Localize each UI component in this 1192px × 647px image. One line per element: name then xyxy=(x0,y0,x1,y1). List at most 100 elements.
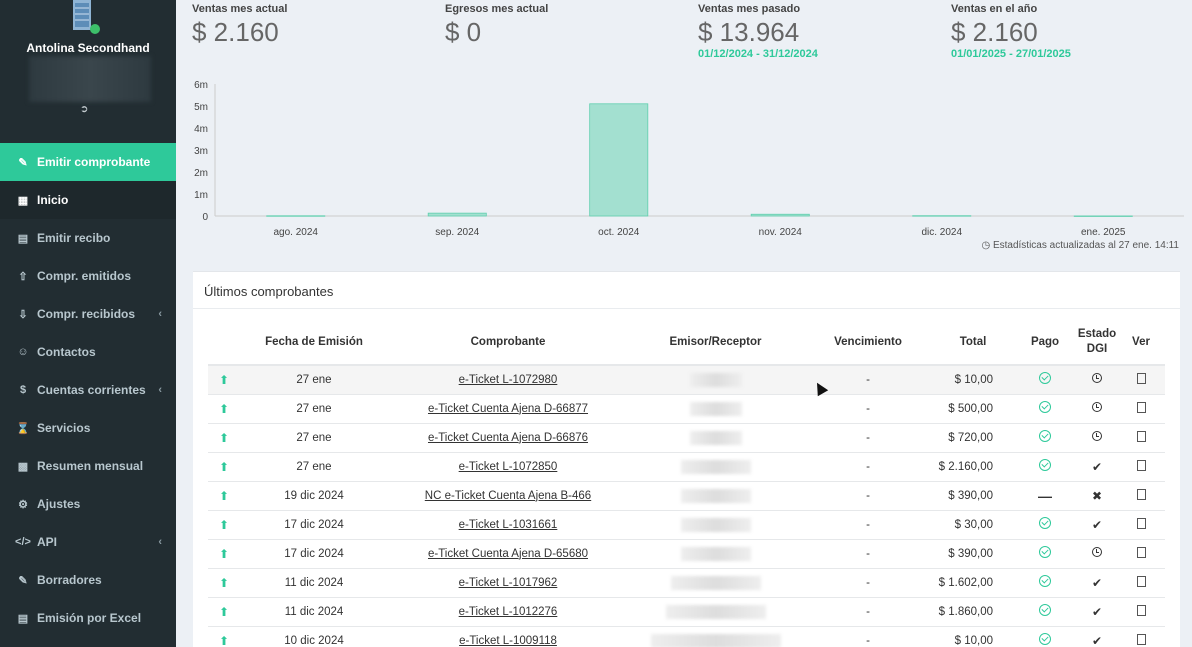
sidebar-item-servicios[interactable]: ⌛ Servicios xyxy=(0,409,176,447)
sidebar-item-inicio[interactable]: ▦ Inicio xyxy=(0,181,176,219)
view-cell[interactable] xyxy=(1117,394,1165,424)
y-tick-label: 0 xyxy=(202,212,208,223)
table-row[interactable]: ⬆ 27 ene e-Ticket L-1072980 - $ 10,00 xyxy=(208,365,1165,395)
table-row[interactable]: ⬆ 27 ene e-Ticket Cuenta Ajena D-66877 - $ 5… xyxy=(208,394,1165,424)
sidebar-item-label: API xyxy=(37,535,58,549)
table-row[interactable]: ⬆ 11 dic 2024 e-Ticket L-1017962 - $ 1.602,0… xyxy=(208,568,1165,598)
paid-check-icon xyxy=(1039,401,1051,413)
paid-check-icon xyxy=(1039,546,1051,558)
total-cell: $ 10,00 xyxy=(933,626,1013,647)
table-header-row: Fecha de Emisión Comprobante Emisor/Recept… xyxy=(208,320,1165,366)
direction-cell: ⬆ xyxy=(208,452,240,482)
view-cell[interactable] xyxy=(1117,452,1165,482)
view-document-icon[interactable] xyxy=(1136,604,1146,616)
view-cell[interactable] xyxy=(1117,423,1165,453)
payment-status-cell xyxy=(1013,452,1077,482)
direction-cell: ⬆ xyxy=(208,597,240,627)
receipt-link[interactable]: e-Ticket Cuenta Ajena D-66877 xyxy=(427,402,589,415)
column-header: Emisor/Receptor xyxy=(628,320,803,366)
column-header: Ver xyxy=(1117,320,1165,366)
sidebar-item-borradores[interactable]: ✎ Borradores xyxy=(0,561,176,599)
bar-sep-2024[interactable] xyxy=(427,212,487,217)
sidebar-item-emisi-n-por-excel[interactable]: ▤ Emisión por Excel xyxy=(0,599,176,637)
table-row[interactable]: ⬆ 27 ene e-Ticket Cuenta Ajena D-66876 - $ 7… xyxy=(208,423,1165,453)
sidebar-item-compr-emitidos[interactable]: ⇧ Compr. emitidos xyxy=(0,257,176,295)
receipt-link[interactable]: e-Ticket L-1072850 xyxy=(458,460,558,473)
receipt-link[interactable]: e-Ticket Cuenta Ajena D-65680 xyxy=(427,547,589,560)
view-cell[interactable] xyxy=(1117,510,1165,540)
sidebar-item-emitir-recibo[interactable]: ▤ Emitir recibo xyxy=(0,219,176,257)
sign-out-icon[interactable]: ➲ xyxy=(80,104,89,115)
y-tick-label: 2m xyxy=(194,168,208,179)
column-header: Estado DGI xyxy=(1077,320,1117,366)
view-cell[interactable] xyxy=(1117,539,1165,569)
receipt-link[interactable]: e-Ticket L-1072980 xyxy=(458,373,558,386)
counterparty-cell xyxy=(628,394,803,424)
receipt-link[interactable]: e-Ticket Cuenta Ajena D-66876 xyxy=(427,431,589,444)
clock-icon: ◷ xyxy=(981,240,991,251)
view-cell[interactable] xyxy=(1117,365,1165,395)
view-cell[interactable] xyxy=(1117,481,1165,511)
date-cell: 17 dic 2024 xyxy=(240,510,388,540)
sidebar-item-compr-recibidos[interactable]: ⇩ Compr. recibidos ‹ xyxy=(0,295,176,333)
receipt-cell: e-Ticket L-1031661 xyxy=(388,510,628,540)
column-header xyxy=(208,320,240,366)
upload-icon: ⬆ xyxy=(218,575,230,590)
x-tick-label: oct. 2024 xyxy=(598,227,640,238)
dgi-status-cell: ✔ xyxy=(1077,568,1117,598)
recent-receipts-panel: Últimos comprobantes Fecha de Emisión Com… xyxy=(193,271,1180,647)
table-row[interactable]: ⬆ 10 dic 2024 e-Ticket L-1009118 - $ 10,00 ✔ xyxy=(208,626,1165,647)
date-cell: 27 ene xyxy=(240,394,388,424)
total-cell: $ 500,00 xyxy=(933,394,1013,424)
sidebar-item-ajustes[interactable]: ⚙ Ajustes xyxy=(0,485,176,523)
bar-oct-2024[interactable] xyxy=(589,103,649,217)
table-row[interactable]: ⬆ 17 dic 2024 e-Ticket L-1031661 - $ 30,00 ✔ xyxy=(208,510,1165,540)
receipt-link[interactable]: e-Ticket L-1009118 xyxy=(459,634,557,647)
pencil-icon: ✎ xyxy=(18,574,28,587)
date-cell: 19 dic 2024 xyxy=(240,481,388,511)
direction-cell: ⬆ xyxy=(208,626,240,647)
paid-check-icon xyxy=(1039,372,1051,385)
view-cell[interactable] xyxy=(1117,568,1165,598)
sidebar-item-resumen-mensual[interactable]: ▩ Resumen mensual xyxy=(0,447,176,485)
sidebar-item-cuentas-corrientes[interactable]: $ Cuentas corrientes ‹ xyxy=(0,371,176,409)
code-icon: </> xyxy=(15,536,31,548)
receipt-link[interactable]: NC e-Ticket Cuenta Ajena B-466 xyxy=(424,489,592,502)
sidebar-item-label: Resumen mensual xyxy=(37,459,144,473)
view-document-icon[interactable] xyxy=(1136,459,1146,471)
check-icon: ✔ xyxy=(1091,633,1103,647)
bar-dic-2024[interactable] xyxy=(912,215,972,217)
receipt-link[interactable]: e-Ticket L-1031661 xyxy=(458,518,558,531)
table-row[interactable]: ⬆ 11 dic 2024 e-Ticket L-1012276 - $ 1.860,0… xyxy=(208,597,1165,627)
upload-icon: ⬆ xyxy=(218,401,230,416)
view-cell[interactable] xyxy=(1117,626,1165,647)
receipt-link[interactable]: e-Ticket L-1012276 xyxy=(458,605,558,618)
view-document-icon[interactable] xyxy=(1136,430,1146,442)
sidebar-item-emitir-comprobante[interactable]: ✎ Emitir comprobante xyxy=(0,143,176,181)
table-row[interactable]: ⬆ 19 dic 2024 NC e-Ticket Cuenta Ajena B-4… xyxy=(208,481,1165,511)
table-row[interactable]: ⬆ 27 ene e-Ticket L-1072850 - $ 2.160,00 ✔ xyxy=(208,452,1165,482)
receipt-link[interactable]: e-Ticket L-1017962 xyxy=(458,576,558,589)
bar-nov-2024[interactable] xyxy=(750,213,810,217)
receipt-cell: e-Ticket L-1017962 xyxy=(388,568,628,598)
stat-value: $ 2.160 xyxy=(951,17,1038,47)
view-document-icon[interactable] xyxy=(1136,575,1146,587)
view-cell[interactable] xyxy=(1117,597,1165,627)
redacted-name xyxy=(650,633,781,647)
bar-ene-2025[interactable] xyxy=(1073,215,1133,217)
table-row[interactable]: ⬆ 17 dic 2024 e-Ticket Cuenta Ajena D-6568… xyxy=(208,539,1165,569)
view-document-icon[interactable] xyxy=(1136,546,1146,558)
sidebar-item-api[interactable]: </> API ‹ xyxy=(0,523,176,561)
payment-status-cell xyxy=(1013,394,1077,424)
dollar-icon: $ xyxy=(19,384,27,396)
view-document-icon[interactable] xyxy=(1136,372,1146,384)
view-document-icon[interactable] xyxy=(1136,401,1146,413)
view-document-icon[interactable] xyxy=(1136,517,1146,529)
total-cell: $ 390,00 xyxy=(933,481,1013,511)
bar-ago-2024[interactable] xyxy=(266,215,326,217)
sidebar-item-contactos[interactable]: ☺ Contactos xyxy=(0,333,176,371)
receipt-cell: e-Ticket L-1072850 xyxy=(388,452,628,482)
sidebar-item-label: Inicio xyxy=(37,193,69,207)
view-document-icon[interactable] xyxy=(1136,488,1146,500)
view-document-icon[interactable] xyxy=(1136,633,1146,645)
